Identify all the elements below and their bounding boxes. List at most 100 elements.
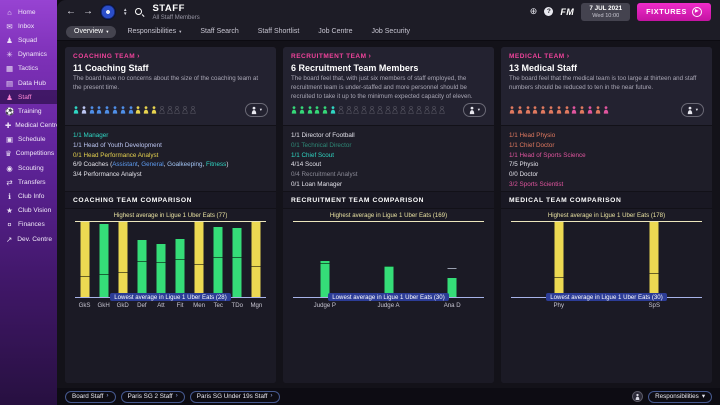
staff-person-icon xyxy=(128,105,134,115)
staff-person-icon xyxy=(112,105,118,115)
panel-filler xyxy=(501,309,712,383)
coaching-staff-filter-dropdown[interactable]: ▾ xyxy=(244,103,268,117)
coaching-panel-header[interactable]: COACHING TEAM › xyxy=(73,53,268,60)
sidebar-item-finances[interactable]: ¤ Finances xyxy=(0,218,57,232)
continue-fixtures-button[interactable]: FIXTURES ▶ xyxy=(637,2,711,21)
tab-staff-search[interactable]: Staff Search xyxy=(192,26,246,38)
chart-plot: Lowest average in Ligue 1 Uber Eats (30) xyxy=(511,221,702,301)
chart-average-marker xyxy=(320,263,330,264)
sidebar-item-home[interactable]: ⌂ Home xyxy=(0,5,57,19)
role-segment: ) xyxy=(226,161,229,169)
chevron-right-icon: › xyxy=(368,53,372,60)
responsibilities-label: Responsibilities xyxy=(655,393,699,400)
recruitment-staff-filter-dropdown[interactable]: ▾ xyxy=(462,103,486,117)
recruitment-roles-list: 1/1 Director of Football 0/1 Technical Di… xyxy=(283,125,494,192)
staff-person-icon xyxy=(595,105,601,115)
sidebar-item-club-info[interactable]: ℹ Club Info xyxy=(0,189,57,203)
chart-low-annotation-text: Lowest average in Ligue 1 Uber Eats (28) xyxy=(110,293,231,301)
sidebar-item-squad[interactable]: ♟ Squad xyxy=(0,33,57,47)
medical-staff-filter-dropdown[interactable]: ▾ xyxy=(680,103,704,117)
chart-bar xyxy=(99,224,109,297)
recruitment-panel-header[interactable]: RECRUITMENT TEAM › xyxy=(291,53,486,60)
sidebar-item-data-hub[interactable]: ▤ Data Hub xyxy=(0,76,57,90)
chart-average-marker xyxy=(156,262,166,264)
staff-person-icon xyxy=(89,105,95,115)
sidebar-item-medical-centre[interactable]: ✚ Medical Centre xyxy=(0,119,60,133)
back-button[interactable]: ← xyxy=(66,6,76,17)
tab-job-security[interactable]: Job Security xyxy=(364,26,419,38)
chevron-down-icon: ▾ xyxy=(259,107,262,112)
sidebar-item-scouting[interactable]: ◉ Scouting xyxy=(0,161,57,175)
sidebar-item-tactics[interactable]: ▦ Tactics xyxy=(0,62,57,76)
club-crest-icon[interactable] xyxy=(100,3,116,20)
chart-bar xyxy=(194,222,204,297)
staff-person-empty-icon xyxy=(431,105,437,115)
responsibilities-person-icon-button[interactable] xyxy=(632,391,644,402)
chart-bar-slot xyxy=(113,222,132,297)
chart-bar xyxy=(447,277,457,297)
role-segment: , xyxy=(163,161,168,169)
search-icon[interactable] xyxy=(134,7,144,17)
chart-bar xyxy=(137,240,147,297)
game-date-button[interactable]: 7 JUL 2021 Wed 10:00 xyxy=(581,2,631,21)
staff-person-icon xyxy=(525,105,531,115)
club-switcher[interactable]: ▲ ▼ xyxy=(123,7,127,16)
chart-bar xyxy=(251,222,261,297)
help-icon[interactable]: ? xyxy=(544,7,554,16)
sidebar-item-label: Schedule xyxy=(18,136,46,144)
coaching-roles-list: 1/1 Manager 1/1 Head of Youth Development… xyxy=(65,125,276,192)
chart-bar-slot xyxy=(170,222,189,297)
sidebar-item-training[interactable]: ⚽ Training xyxy=(0,104,57,118)
dynamics-icon: ✳ xyxy=(6,50,13,60)
sidebar-item-staff[interactable]: ♟ Staff xyxy=(0,90,57,105)
staff-person-icon xyxy=(299,105,305,115)
globe-icon[interactable]: ⊕ xyxy=(529,6,538,16)
role-segment: 4/14 Scout xyxy=(291,161,322,169)
sidebar-item-inbox[interactable]: ✉ Inbox xyxy=(0,19,57,33)
role-segment: 0/4 Recruitment Analyst xyxy=(291,171,358,178)
sidebar-item-label: Club Vision xyxy=(18,207,52,215)
forward-button[interactable]: → xyxy=(83,6,93,17)
tab-responsibilities[interactable]: Responsibilities ▾ xyxy=(119,26,189,38)
staff-person-empty-icon xyxy=(385,105,391,115)
responsibilities-dropdown[interactable]: Responsibilities ▾ xyxy=(648,390,712,403)
staff-role-line: 1/1 Head of Youth Development xyxy=(73,141,268,151)
sidebar-item-label: Staff xyxy=(18,93,32,101)
sidebar-item-dev-centre[interactable]: ↗ Dev. Centre xyxy=(0,232,57,246)
role-segment: 1/1 Chief Doctor xyxy=(509,141,555,149)
coaching-capacity-row: ▾ xyxy=(73,103,268,122)
staff-person-empty-icon xyxy=(167,105,173,115)
footer-button-board-staff[interactable]: Board Staff › xyxy=(65,390,116,403)
tab-job-centre[interactable]: Job Centre xyxy=(310,26,360,38)
dev-centre-icon: ↗ xyxy=(6,234,13,244)
tab-overview[interactable]: Overview ▾ xyxy=(66,25,117,38)
sidebar-item-label: Tactics xyxy=(18,65,39,73)
medical-panel-header[interactable]: MEDICAL TEAM › xyxy=(509,53,704,60)
club-info-icon: ℹ xyxy=(8,192,11,202)
footer-button-paris-sg-2-staff[interactable]: Paris SG 2 Staff › xyxy=(120,390,185,403)
tab-label: Staff Search xyxy=(200,28,239,35)
chart-x-label: Att xyxy=(157,302,165,309)
panel-filler xyxy=(65,309,276,383)
chart-x-label: Men xyxy=(193,302,206,309)
staff-person-icon xyxy=(104,105,110,115)
chart-bar-slot xyxy=(293,222,357,297)
competitions-icon: ♛ xyxy=(5,149,12,159)
sidebar-item-club-vision[interactable]: ★ Club Vision xyxy=(0,204,57,218)
sidebar-item-competitions[interactable]: ♛ Competitions xyxy=(0,147,57,161)
tab-label: Job Security xyxy=(371,28,411,35)
chart-average-marker xyxy=(213,257,223,258)
recruitment-board-description: The board feel that, with just six membe… xyxy=(291,75,473,100)
role-segment: 1/1 Manager xyxy=(73,132,109,139)
sidebar-item-dynamics[interactable]: ✳ Dynamics xyxy=(0,48,57,62)
chart-low-annotation: Lowest average in Ligue 1 Uber Eats (28) xyxy=(75,293,266,301)
tab-staff-shortlist[interactable]: Staff Shortlist xyxy=(250,26,308,38)
schedule-icon: ▣ xyxy=(5,135,14,145)
staff-role-line: 3/2 Sports Scientist xyxy=(509,180,704,190)
sidebar-item-schedule[interactable]: ▣ Schedule xyxy=(0,133,57,147)
staff-person-empty-icon xyxy=(439,105,445,115)
footer-button-label: Board Staff xyxy=(72,393,104,400)
footer-button-paris-sg-under-19s-staff[interactable]: Paris SG Under 19s Staff › xyxy=(189,390,280,403)
sidebar-item-transfers[interactable]: ⇄ Transfers xyxy=(0,175,57,189)
medical-comparison-title: MEDICAL TEAM COMPARISON xyxy=(501,192,712,209)
